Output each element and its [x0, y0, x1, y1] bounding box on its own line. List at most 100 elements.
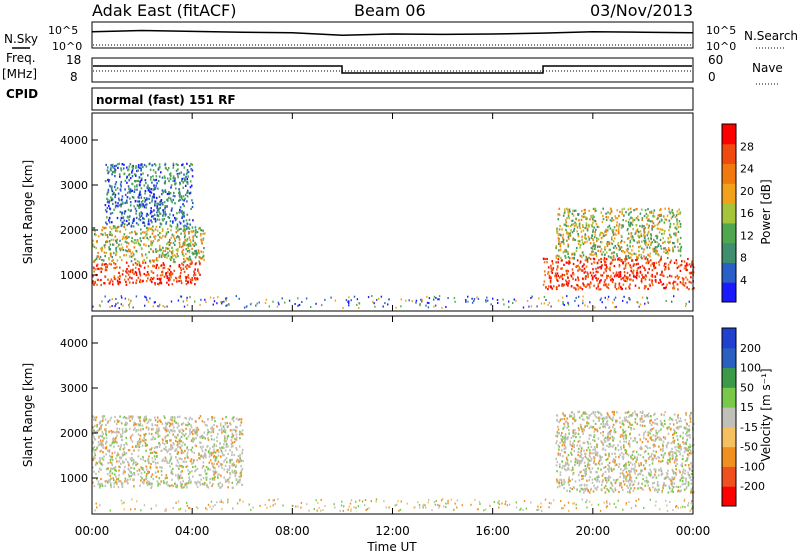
range-cell — [191, 470, 193, 472]
range-cell — [225, 423, 227, 425]
range-cell — [590, 215, 592, 217]
range-cell — [157, 214, 159, 216]
range-cell — [604, 254, 606, 256]
range-cell — [579, 484, 581, 486]
range-cell — [624, 251, 626, 253]
range-cell — [626, 479, 628, 481]
range-cell — [607, 468, 609, 470]
range-cell — [557, 266, 559, 268]
range-cell — [203, 259, 205, 261]
range-cell — [138, 433, 140, 435]
range-cell — [236, 483, 238, 485]
range-cell — [161, 193, 163, 195]
range-cell — [148, 471, 150, 473]
range-cell — [550, 265, 552, 267]
range-cell — [171, 419, 173, 421]
freq-label: Freq. — [6, 51, 36, 65]
range-cell — [660, 420, 662, 422]
range-cell — [212, 478, 214, 480]
range-cell — [613, 272, 615, 274]
range-cell — [647, 484, 649, 486]
range-cell — [117, 217, 119, 219]
range-cell — [654, 275, 656, 277]
range-cell — [578, 279, 580, 281]
noise-cell — [214, 300, 215, 302]
range-cell — [678, 213, 680, 215]
range-cell — [177, 226, 179, 228]
range-cell — [199, 274, 201, 276]
range-cell — [682, 277, 684, 279]
range-cell — [567, 270, 569, 272]
range-cell — [589, 253, 591, 255]
range-cell — [211, 454, 213, 456]
range-cell — [567, 244, 569, 246]
range-cell — [126, 167, 128, 169]
range-cell — [636, 224, 638, 226]
nave-tick-bottom: 0 — [708, 70, 716, 84]
range-cell — [230, 424, 232, 426]
colorbar-swatch — [722, 282, 736, 302]
range-cell — [106, 193, 108, 195]
range-cell — [97, 430, 99, 432]
range-cell — [550, 280, 552, 282]
range-cell — [638, 463, 640, 465]
range-cell — [152, 473, 154, 475]
range-cell — [593, 245, 595, 247]
range-cell — [110, 470, 112, 472]
range-cell — [586, 284, 588, 286]
range-cell — [564, 255, 566, 257]
noise-cell — [454, 297, 455, 299]
range-cell — [650, 233, 652, 235]
range-cell — [594, 253, 596, 255]
range-cell — [167, 430, 169, 432]
range-cell — [167, 248, 169, 250]
range-cell — [653, 226, 655, 228]
range-cell — [129, 198, 131, 200]
range-cell — [687, 472, 689, 474]
range-cell — [115, 235, 117, 237]
range-cell — [602, 431, 604, 433]
range-cell — [166, 483, 168, 485]
range-cell — [146, 475, 148, 477]
range-cell — [615, 464, 617, 466]
range-cell — [614, 258, 616, 260]
range-cell — [673, 423, 675, 425]
range-cell — [114, 441, 116, 443]
range-cell — [104, 275, 106, 277]
range-cell — [218, 455, 220, 457]
range-cell — [586, 484, 588, 486]
range-cell — [628, 454, 630, 456]
range-cell — [129, 232, 131, 234]
range-cell — [178, 265, 180, 267]
range-cell — [147, 277, 149, 279]
range-cell — [642, 265, 644, 267]
range-cell — [161, 264, 163, 266]
range-cell — [120, 219, 122, 221]
range-cell — [102, 440, 104, 442]
range-cell — [115, 201, 117, 203]
range-cell — [687, 428, 689, 430]
range-cell — [148, 462, 150, 464]
range-cell — [675, 232, 677, 234]
range-cell — [585, 233, 587, 235]
range-cell — [579, 225, 581, 227]
range-cell — [144, 420, 146, 422]
range-cell — [555, 247, 557, 249]
range-cell — [581, 236, 583, 238]
range-cell — [202, 437, 204, 439]
range-cell — [132, 418, 134, 420]
range-cell — [133, 459, 135, 461]
range-cell — [628, 262, 630, 264]
range-cell — [657, 423, 659, 425]
range-cell — [603, 251, 605, 253]
range-cell — [180, 458, 182, 460]
range-cell — [196, 254, 198, 256]
range-cell — [199, 256, 201, 258]
range-cell — [572, 231, 574, 233]
range-cell — [119, 256, 121, 258]
range-cell — [604, 249, 606, 251]
range-cell — [150, 448, 152, 450]
range-cell — [606, 251, 608, 253]
range-cell — [228, 469, 230, 471]
